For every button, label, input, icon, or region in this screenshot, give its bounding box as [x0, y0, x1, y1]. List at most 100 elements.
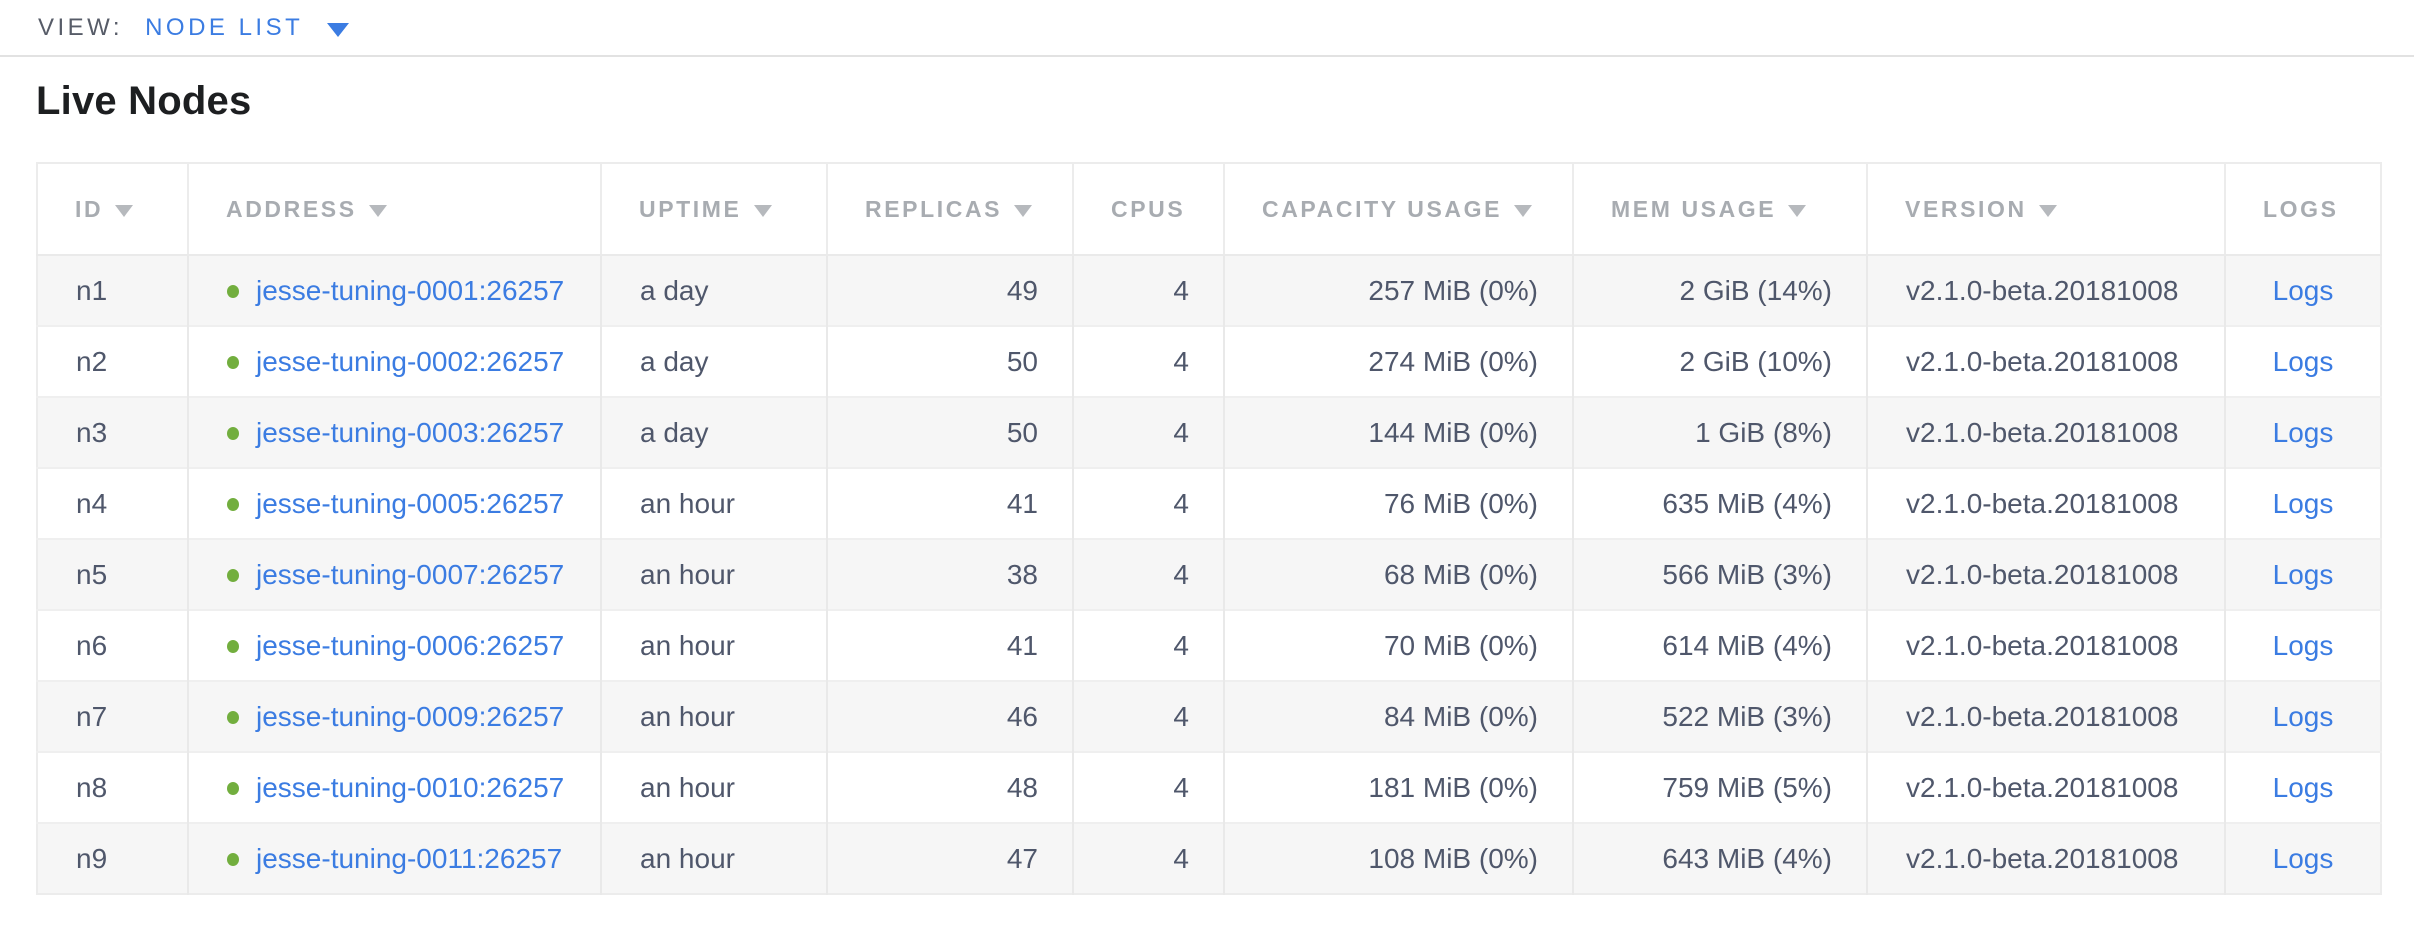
sort-arrow-icon [1788, 204, 1807, 217]
replicas-cell: 41 [826, 467, 1073, 539]
logs-link[interactable]: Logs [2272, 700, 2334, 732]
replicas-cell: 38 [826, 538, 1073, 610]
node-address-cell: jesse-tuning-0005:26257 [187, 467, 601, 539]
capacity-usage-cell: 257 MiB (0%) [1223, 254, 1573, 326]
uptime-cell: a day [600, 325, 827, 397]
mem-usage-cell: 2 GiB (10%) [1572, 325, 1867, 397]
sort-arrow-icon [1014, 204, 1033, 217]
replicas-cell: 50 [826, 325, 1073, 397]
mem-usage-cell: 614 MiB (4%) [1572, 609, 1867, 681]
node-address-link[interactable]: jesse-tuning-0006:26257 [256, 629, 565, 661]
node-address-link[interactable]: jesse-tuning-0005:26257 [256, 487, 565, 519]
node-live-status-icon [227, 426, 239, 440]
uptime-cell: a day [600, 396, 827, 468]
mem-usage-cell: 2 GiB (14%) [1572, 254, 1867, 326]
uptime-cell: an hour [600, 751, 827, 823]
table-row: n4 jesse-tuning-0005:26257 an hour 41 4 … [37, 467, 2381, 539]
sort-arrow-icon [368, 204, 387, 217]
node-address-cell: jesse-tuning-0003:26257 [187, 396, 601, 468]
live-nodes-section: Live Nodes ID ADDRESS UPTIME REPLICAS CP… [0, 79, 2414, 895]
table-row: n9 jesse-tuning-0011:26257 an hour 47 4 … [37, 822, 2381, 894]
node-id-cell: n9 [37, 822, 188, 894]
version-cell: v2.1.0-beta.20181008 [1866, 325, 2225, 397]
cpus-cell: 4 [1072, 467, 1224, 539]
node-id-cell: n6 [37, 609, 188, 681]
sort-arrow-icon [1514, 204, 1533, 217]
node-live-status-icon [227, 710, 239, 724]
node-address-link[interactable]: jesse-tuning-0010:26257 [256, 771, 565, 803]
node-live-status-icon [227, 568, 239, 582]
logs-cell: Logs [2224, 467, 2381, 539]
node-address-link[interactable]: jesse-tuning-0001:26257 [256, 274, 565, 306]
node-id-cell: n5 [37, 538, 188, 610]
node-address-link[interactable]: jesse-tuning-0002:26257 [256, 345, 565, 377]
uptime-cell: an hour [600, 609, 827, 681]
node-address-link[interactable]: jesse-tuning-0003:26257 [256, 416, 565, 448]
node-address-link[interactable]: jesse-tuning-0011:26257 [256, 842, 563, 874]
cpus-cell: 4 [1072, 254, 1224, 326]
node-live-status-icon [227, 639, 239, 653]
capacity-usage-cell: 274 MiB (0%) [1223, 325, 1573, 397]
logs-link[interactable]: Logs [2272, 842, 2334, 874]
capacity-usage-cell: 181 MiB (0%) [1223, 751, 1573, 823]
logs-cell: Logs [2224, 538, 2381, 610]
logs-link[interactable]: Logs [2272, 558, 2334, 590]
capacity-usage-cell: 144 MiB (0%) [1223, 396, 1573, 468]
node-id-cell: n7 [37, 680, 188, 752]
cpus-cell: 4 [1072, 325, 1224, 397]
node-address-link[interactable]: jesse-tuning-0009:26257 [256, 700, 565, 732]
node-live-status-icon [227, 852, 239, 866]
view-selector-dropdown[interactable]: NODE LIST [145, 14, 350, 42]
cpus-cell: 4 [1072, 396, 1224, 468]
node-address-cell: jesse-tuning-0009:26257 [187, 680, 601, 752]
cpus-cell: 4 [1072, 751, 1224, 823]
node-id-cell: n3 [37, 396, 188, 468]
column-header-capacity-usage[interactable]: CAPACITY USAGE [1223, 163, 1573, 256]
uptime-cell: an hour [600, 680, 827, 752]
cpus-cell: 4 [1072, 680, 1224, 752]
version-cell: v2.1.0-beta.20181008 [1866, 538, 2225, 610]
capacity-usage-cell: 70 MiB (0%) [1223, 609, 1573, 681]
page-title: Live Nodes [36, 79, 252, 123]
logs-link[interactable]: Logs [2272, 416, 2334, 448]
sort-arrow-icon [115, 204, 134, 217]
capacity-usage-cell: 76 MiB (0%) [1223, 467, 1573, 539]
table-row: n8 jesse-tuning-0010:26257 an hour 48 4 … [37, 751, 2381, 823]
version-cell: v2.1.0-beta.20181008 [1866, 751, 2225, 823]
logs-link[interactable]: Logs [2272, 629, 2334, 661]
version-cell: v2.1.0-beta.20181008 [1866, 467, 2225, 539]
uptime-cell: an hour [600, 822, 827, 894]
mem-usage-cell: 522 MiB (3%) [1572, 680, 1867, 752]
nodes-table: ID ADDRESS UPTIME REPLICAS CPUS CAPACITY… [36, 162, 2382, 895]
logs-link[interactable]: Logs [2272, 274, 2334, 306]
logs-link[interactable]: Logs [2272, 487, 2334, 519]
replicas-cell: 46 [826, 680, 1073, 752]
uptime-cell: an hour [600, 467, 827, 539]
logs-cell: Logs [2224, 822, 2381, 894]
node-id-cell: n2 [37, 325, 188, 397]
node-address-link[interactable]: jesse-tuning-0007:26257 [256, 558, 565, 590]
logs-link[interactable]: Logs [2272, 771, 2334, 803]
table-row: n1 jesse-tuning-0001:26257 a day 49 4 25… [37, 254, 2381, 326]
logs-link[interactable]: Logs [2272, 345, 2334, 377]
column-header-mem-usage[interactable]: MEM USAGE [1572, 163, 1867, 256]
column-header-address[interactable]: ADDRESS [187, 163, 601, 256]
replicas-cell: 41 [826, 609, 1073, 681]
logs-cell: Logs [2224, 254, 2381, 326]
column-header-id[interactable]: ID [37, 163, 188, 256]
column-header-version[interactable]: VERSION [1866, 163, 2225, 256]
mem-usage-cell: 643 MiB (4%) [1572, 822, 1867, 894]
view-bar: VIEW: NODE LIST [0, 0, 2414, 57]
column-header-logs: LOGS [2224, 163, 2381, 256]
node-address-cell: jesse-tuning-0007:26257 [187, 538, 601, 610]
node-address-cell: jesse-tuning-0006:26257 [187, 609, 601, 681]
mem-usage-cell: 759 MiB (5%) [1572, 751, 1867, 823]
node-live-status-icon [227, 497, 239, 511]
replicas-cell: 49 [826, 254, 1073, 326]
mem-usage-cell: 1 GiB (8%) [1572, 396, 1867, 468]
column-header-uptime[interactable]: UPTIME [600, 163, 827, 256]
caret-down-icon [327, 22, 350, 37]
table-row: n2 jesse-tuning-0002:26257 a day 50 4 27… [37, 325, 2381, 397]
column-header-replicas[interactable]: REPLICAS [826, 163, 1073, 256]
capacity-usage-cell: 108 MiB (0%) [1223, 822, 1573, 894]
